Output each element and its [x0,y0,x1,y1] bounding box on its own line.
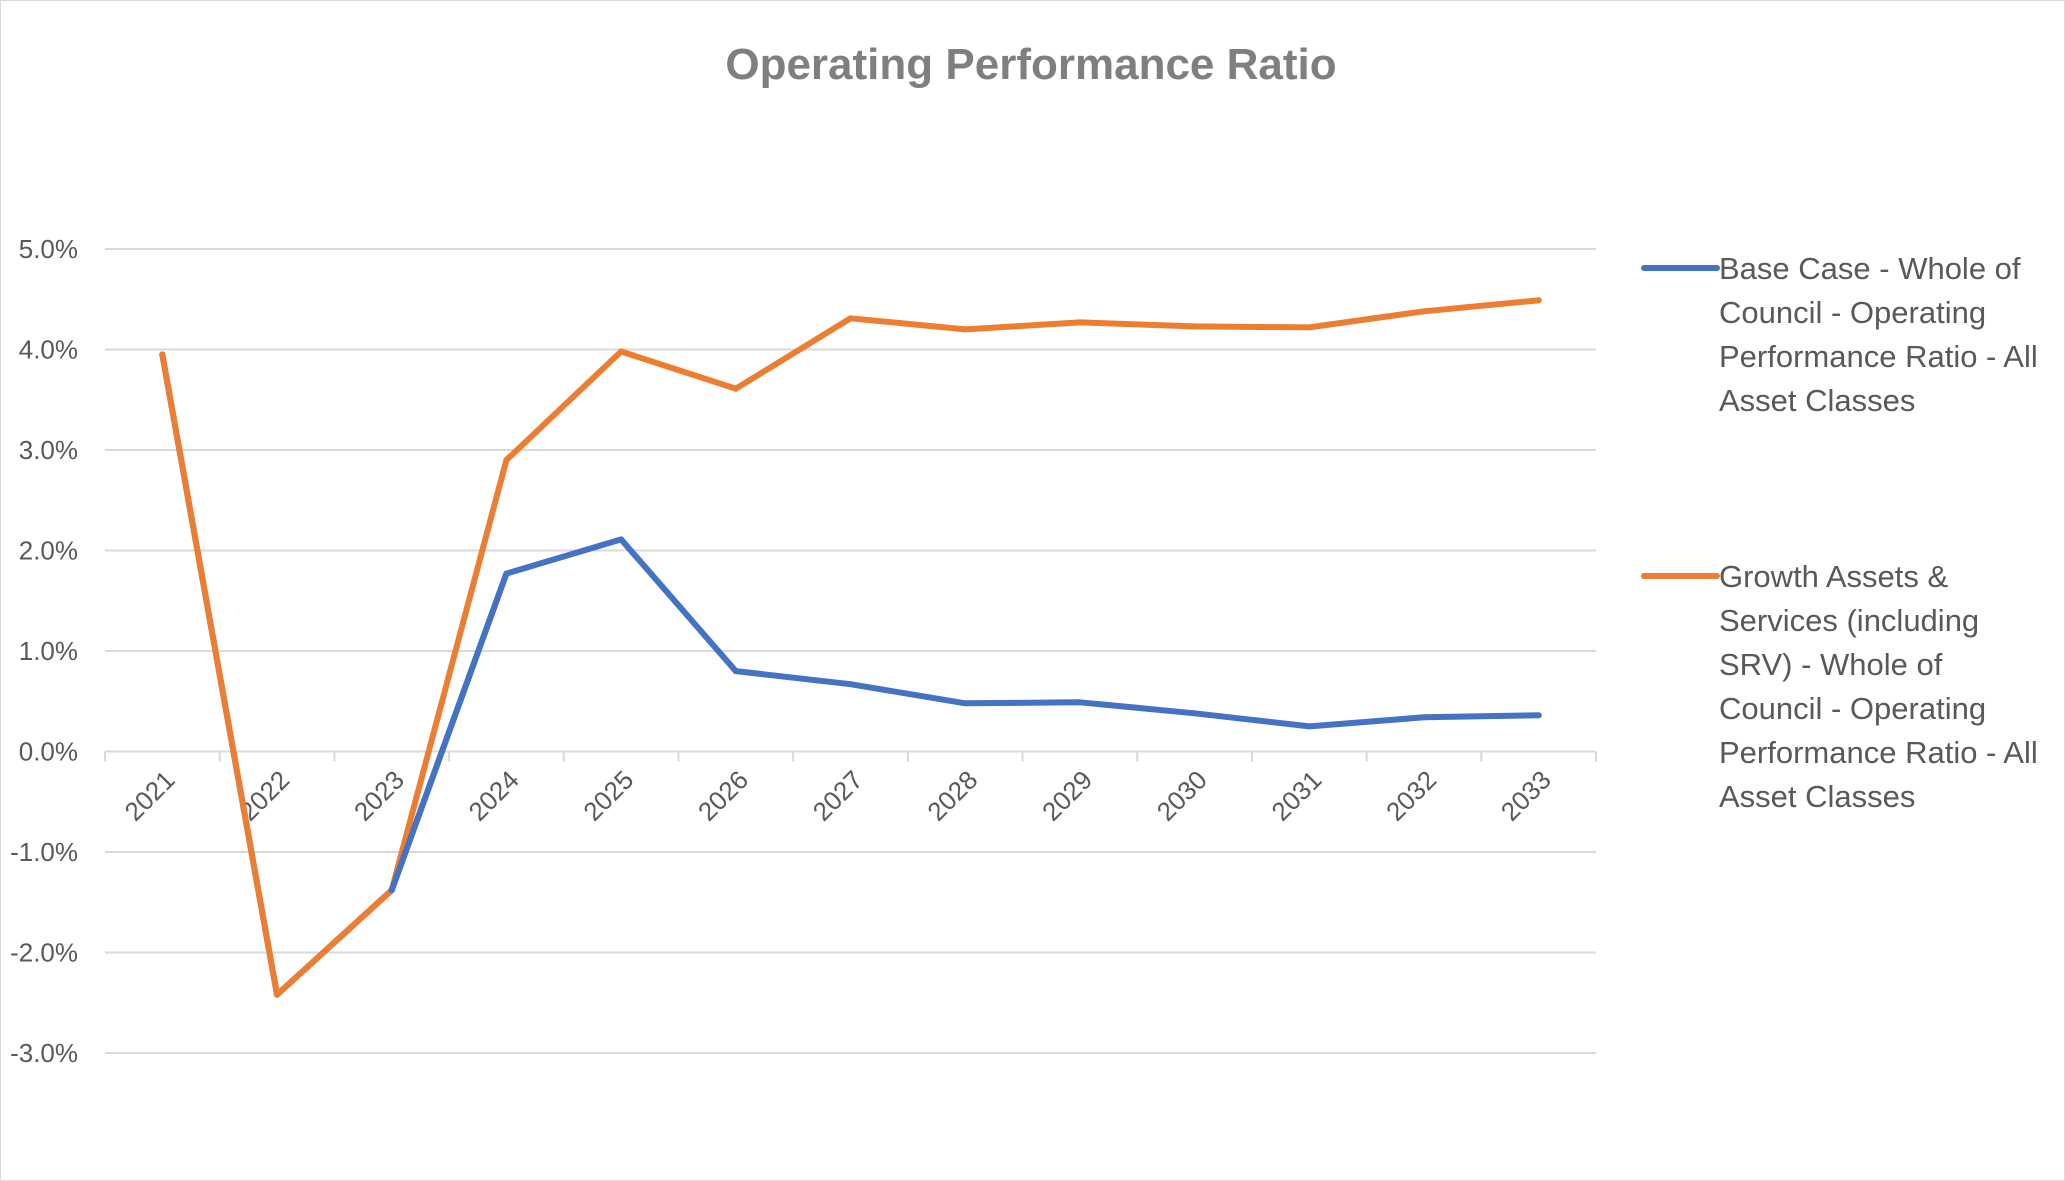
y-tick-label: 4.0% [19,335,78,365]
data-point [1535,297,1542,304]
data-point [962,326,969,333]
series-line-2 [159,297,1542,998]
data-point [159,351,166,358]
data-point [1420,714,1427,721]
data-point [618,348,625,355]
legend-label: Council - Operating [1719,295,1986,330]
x-tick-label: 2028 [921,765,983,827]
data-point [847,681,854,688]
x-tick-label: 2033 [1495,765,1557,827]
y-tick-label: 0.0% [19,737,78,767]
x-tick-label: 2024 [463,765,525,827]
y-tick-label: 1.0% [19,636,78,666]
data-point [1076,319,1083,326]
legend-label: Services (including [1719,603,1979,638]
x-tick-label: 2029 [1036,765,1098,827]
data-point [1076,699,1083,706]
axes [104,750,1597,762]
y-tick-label: -3.0% [10,1038,78,1068]
data-point [1420,308,1427,315]
data-point [1535,712,1542,719]
x-tick-label: 2032 [1380,765,1442,827]
plot-area-series [159,297,1542,998]
x-tick-label: 2027 [807,765,869,827]
legend-label: Asset Classes [1719,779,1915,814]
chart-title: Operating Performance Ratio [725,40,1336,89]
x-tick-label: 2021 [118,765,180,827]
legend-entry: Base Case - Whole of Council - Operating P… [1641,251,2038,418]
data-point [962,700,969,707]
data-point [847,315,854,322]
legend-label: SRV) - Whole of [1719,647,1943,682]
y-tick-label: -1.0% [10,837,78,867]
legend-label: Council - Operating [1719,691,1986,726]
data-point [1306,723,1313,730]
legend-label: Asset Classes [1719,383,1915,418]
y-tick-label: 2.0% [19,536,78,566]
data-point [618,536,625,543]
data-point [274,991,281,998]
x-tick-label: 2031 [1265,765,1327,827]
x-axis-tick-labels: 2021 2022 2023 2024 2025 2026 2027 2028 2029 2030… [118,765,1556,827]
x-tick-label: 2030 [1151,765,1213,827]
y-axis-tick-labels: 5.0% 4.0% 3.0% 2.0% 1.0% 0.0% -1.0% -2.0% -3.0% [10,234,78,1068]
legend-entry: Growth Assets & Services (including SRV) -… [1641,559,2038,814]
y-tick-label: 3.0% [19,435,78,465]
data-point [1306,324,1313,331]
x-tick-label: 2026 [692,765,754,827]
y-tick-label: 5.0% [19,234,78,264]
data-point [1191,323,1198,330]
legend: Base Case - Whole of Council - Operating P… [1641,251,2038,814]
data-point [1191,710,1198,717]
legend-label: Growth Assets & [1719,559,1948,594]
y-tick-label: -2.0% [10,938,78,968]
data-point [503,457,510,464]
legend-label: Performance Ratio - All [1719,339,2038,374]
x-tick-label: 2025 [577,765,639,827]
gridlines [105,248,1596,1054]
x-tick-label: 2023 [348,765,410,827]
legend-label: Base Case - Whole of [1719,251,2021,286]
legend-label: Performance Ratio - All [1719,735,2038,770]
series-line-1-segment [388,570,510,894]
data-point [732,668,739,675]
data-point [732,385,739,392]
